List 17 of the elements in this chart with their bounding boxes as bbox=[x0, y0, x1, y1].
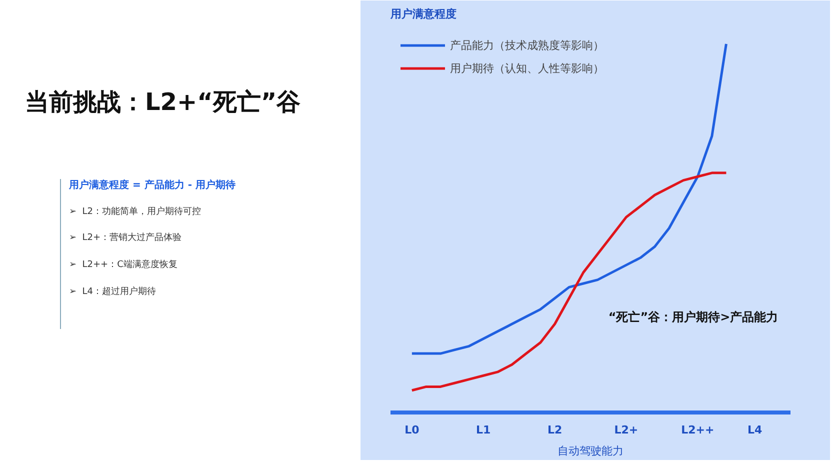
x-tick-label: L2+ bbox=[614, 424, 638, 436]
text: ➢ L2：功能简单，用户期待可控 bbox=[69, 206, 202, 218]
x-tick-label: L2++ bbox=[681, 424, 714, 436]
text: ➢ L4：超过用户期待 bbox=[69, 286, 158, 299]
text: ➢ L2+：营销大过产品体验 bbox=[69, 232, 183, 246]
text: 用户满意程度 = 产品能力 - 用户期待 bbox=[69, 179, 236, 194]
legend-label: 产品能力（技术成熟度等影响） bbox=[450, 38, 604, 52]
legend-label: 用户期待（认知、人性等影响） bbox=[450, 60, 604, 76]
y-axis-title: 用户满意程度 bbox=[390, 8, 456, 20]
annotation: “死亡”谷：用户期待>产品能力 bbox=[608, 310, 778, 324]
x-tick-label: L1 bbox=[476, 424, 491, 436]
x-tick-label: L2 bbox=[547, 424, 562, 436]
x-tick-label: L0 bbox=[404, 424, 420, 436]
x-tick-label: L4 bbox=[747, 424, 762, 436]
text: 当前挑战：L2+“死亡”谷 bbox=[25, 87, 302, 118]
x-axis-title: 自动驾驶能力 bbox=[558, 444, 624, 458]
text: ➢ L2++：C端满意度恢复 bbox=[69, 259, 178, 272]
